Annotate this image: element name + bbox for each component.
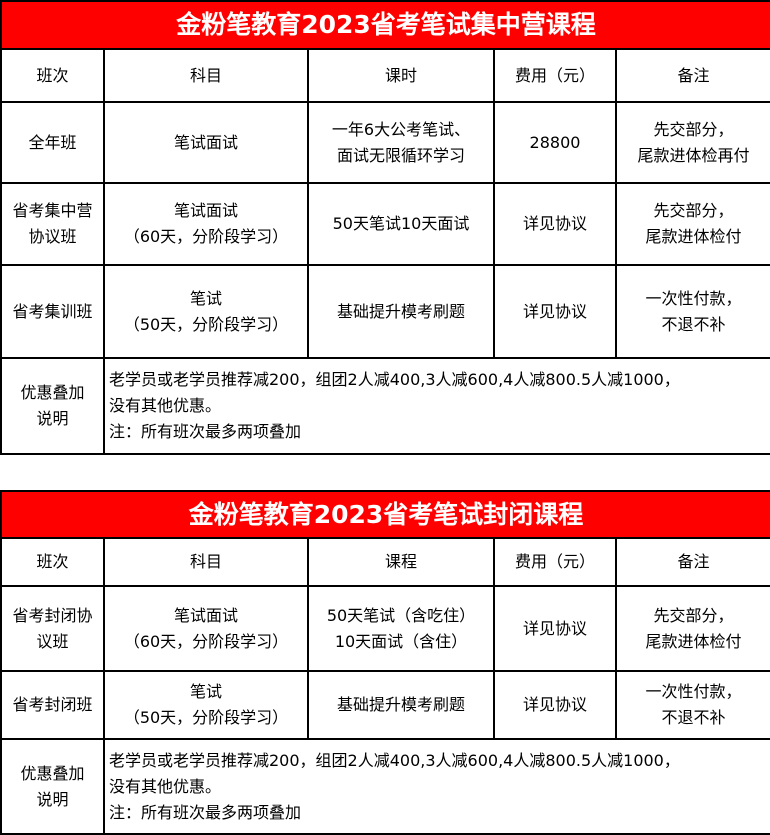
discount-label: 优惠叠加 说明 <box>0 738 105 835</box>
table-title: 金粉笔教育2023省考笔试集中营课程 <box>0 0 770 50</box>
cell: 笔试 （50天，分阶段学习） <box>103 670 309 740</box>
cell: 50天笔试10天面试 <box>307 182 495 266</box>
cell: 先交部分， 尾款进体检再付 <box>614 101 770 184</box>
cell: 先交部分， 尾款进体检付 <box>614 585 770 672</box>
header-cell: 备注 <box>614 537 770 587</box>
discount-row: 优惠叠加 说明 老学员或老学员推荐减200，组团2人减400,3人减600,4人… <box>0 738 770 835</box>
table-row: 省考封闭班 笔试 （50天，分阶段学习） 基础提升模考刷题 详见协议 一次性付款… <box>0 670 770 740</box>
cell: 全年班 <box>0 101 105 184</box>
cell: 省考集训班 <box>0 264 105 359</box>
header-cell: 科目 <box>103 48 309 103</box>
table-row: 省考集训班 笔试 （50天，分阶段学习） 基础提升模考刷题 详见协议 一次性付款… <box>0 264 770 359</box>
cell: 省考封闭班 <box>0 670 105 740</box>
cell: 先交部分， 尾款进体检付 <box>614 182 770 266</box>
table-title: 金粉笔教育2023省考笔试封闭课程 <box>0 490 770 539</box>
header-row: 班次 科目 课时 费用（元） 备注 <box>0 48 770 103</box>
cell: 详见协议 <box>493 264 617 359</box>
cell: 省考封闭协 议班 <box>0 585 105 672</box>
header-cell: 科目 <box>103 537 309 587</box>
header-row: 班次 科目 课程 费用（元） 备注 <box>0 537 770 587</box>
header-cell: 班次 <box>0 537 105 587</box>
header-cell: 费用（元） <box>493 537 617 587</box>
cell: 详见协议 <box>493 585 617 672</box>
cell: 50天笔试（含吃住） 10天面试（含住） <box>307 585 495 672</box>
cell: 一次性付款， 不退不补 <box>614 670 770 740</box>
cell: 笔试 （50天，分阶段学习） <box>103 264 309 359</box>
table-row: 全年班 笔试面试 一年6大公考笔试、 面试无限循环学习 28800 先交部分， … <box>0 101 770 184</box>
cell: 笔试面试 <box>103 101 309 184</box>
discount-text: 老学员或老学员推荐减200，组团2人减400,3人减600,4人减800.5人减… <box>102 357 770 455</box>
cell: 基础提升模考刷题 <box>307 264 495 359</box>
cell: 笔试面试 （60天，分阶段学习） <box>103 182 309 266</box>
header-cell: 备注 <box>614 48 770 103</box>
discount-row: 优惠叠加 说明 老学员或老学员推荐减200，组团2人减400,3人减600,4人… <box>0 357 770 455</box>
cell: 详见协议 <box>493 670 617 740</box>
cell: 省考集中营 协议班 <box>0 182 105 266</box>
discount-text: 老学员或老学员推荐减200，组团2人减400,3人减600,4人减800.5人减… <box>102 738 770 835</box>
cell: 笔试面试 （60天，分阶段学习） <box>103 585 309 672</box>
header-cell: 课时 <box>307 48 495 103</box>
header-cell: 费用（元） <box>493 48 617 103</box>
cell: 一年6大公考笔试、 面试无限循环学习 <box>307 101 495 184</box>
cell: 一次性付款， 不退不补 <box>614 264 770 359</box>
header-cell: 班次 <box>0 48 105 103</box>
discount-label: 优惠叠加 说明 <box>0 357 105 455</box>
cell: 28800 <box>493 101 617 184</box>
cell: 基础提升模考刷题 <box>307 670 495 740</box>
table-row: 省考封闭协 议班 笔试面试 （60天，分阶段学习） 50天笔试（含吃住） 10天… <box>0 585 770 672</box>
table-row: 省考集中营 协议班 笔试面试 （60天，分阶段学习） 50天笔试10天面试 详见… <box>0 182 770 266</box>
course-table-1: 金粉笔教育2023省考笔试集中营课程 班次 科目 课时 费用（元） 备注 全年班… <box>0 0 770 455</box>
header-cell: 课程 <box>307 537 495 587</box>
cell: 详见协议 <box>493 182 617 266</box>
course-table-2: 金粉笔教育2023省考笔试封闭课程 班次 科目 课程 费用（元） 备注 省考封闭… <box>0 490 770 835</box>
